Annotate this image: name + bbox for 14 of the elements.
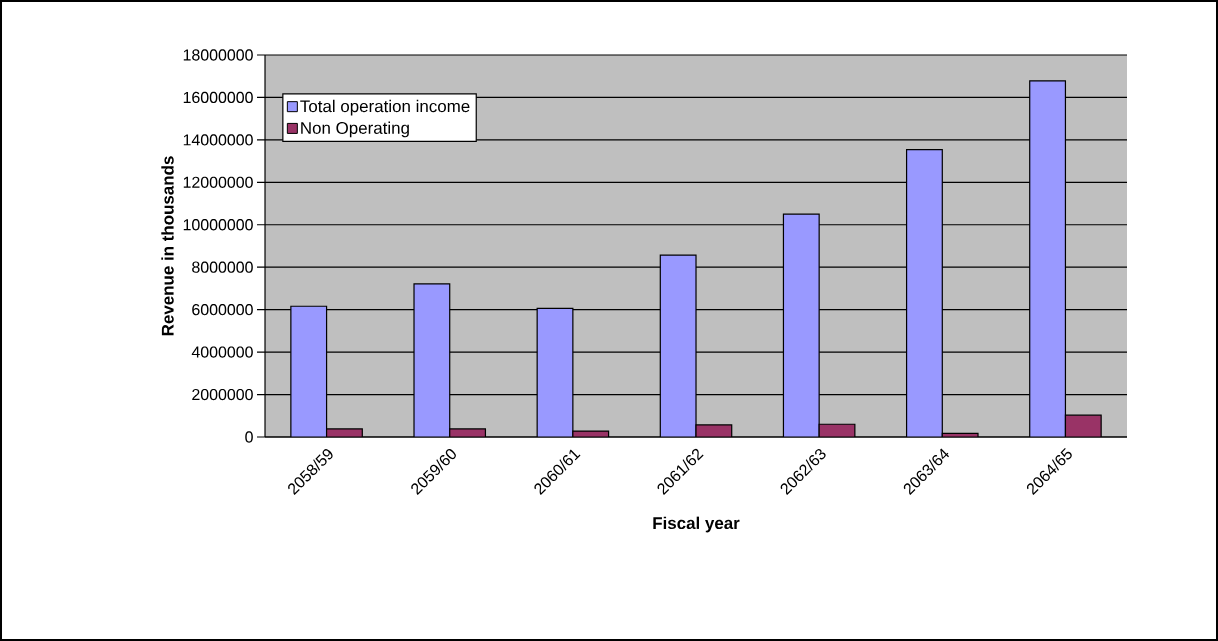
y-tick-label: 0 — [245, 431, 253, 443]
y-tick-label: 6000000 — [192, 304, 253, 316]
y-tick-label: 18000000 — [183, 49, 253, 61]
y-tick-label: 14000000 — [183, 134, 253, 146]
y-axis-title: Revenue in thousands — [161, 156, 174, 336]
y-tick-label: 16000000 — [183, 91, 253, 104]
y-tick-label: 2000000 — [192, 388, 253, 401]
y-tick-label: 4000000 — [191, 346, 253, 358]
legend-label: Non Operating — [301, 121, 409, 138]
y-tick-label: 12000000 — [183, 176, 253, 188]
y-tick-label: 10000000 — [183, 219, 253, 231]
y-tick-label: 8000000 — [192, 261, 253, 273]
x-axis-title: Fiscal year — [653, 516, 740, 533]
legend-label: Total operation income — [300, 99, 470, 116]
